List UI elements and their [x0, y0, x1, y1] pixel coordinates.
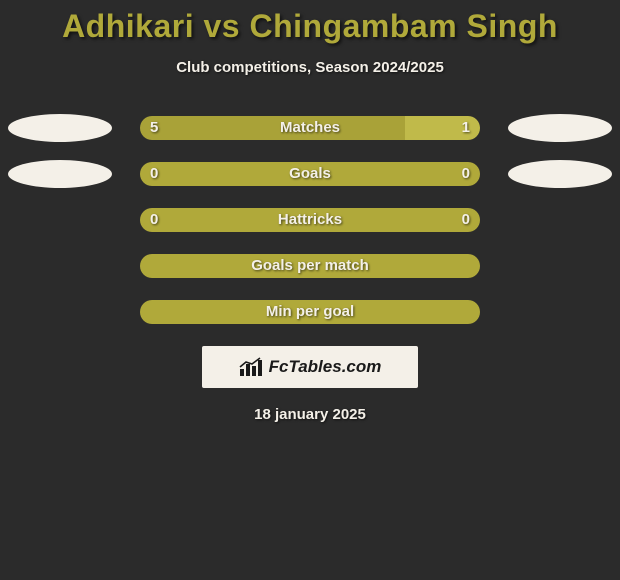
stat-value-left: 0	[150, 162, 158, 186]
stat-bar: Hattricks	[140, 208, 480, 232]
barchart-icon	[239, 357, 263, 377]
stat-bar: Goals per match	[140, 254, 480, 278]
stat-row: Hattricks0 0	[0, 208, 620, 232]
stat-value-right: 0	[462, 162, 470, 186]
stat-value-left: 5	[150, 116, 158, 140]
player-right-marker	[508, 114, 612, 142]
stat-row: Min per goal	[0, 300, 620, 324]
player-left-marker	[8, 114, 112, 142]
stat-bar-left	[140, 300, 310, 324]
page-subtitle: Club competitions, Season 2024/2025	[0, 59, 620, 76]
page-title: Adhikari vs Chingambam Singh	[0, 0, 620, 45]
stat-row: Goals0 0	[0, 162, 620, 186]
stat-bar-left	[140, 162, 310, 186]
logo-text: FcTables.com	[269, 357, 382, 377]
stat-value-right: 1	[462, 116, 470, 140]
stat-bar-left	[140, 208, 310, 232]
stat-bar-right	[310, 254, 480, 278]
stat-row: Goals per match	[0, 254, 620, 278]
stat-bar-right	[310, 208, 480, 232]
logo-box: FcTables.com	[202, 346, 418, 388]
stat-bar: Min per goal	[140, 300, 480, 324]
comparison-infographic: Adhikari vs Chingambam Singh Club compet…	[0, 0, 620, 580]
stat-row: Matches5 1	[0, 116, 620, 140]
stat-bar-right	[310, 162, 480, 186]
stat-bar-right	[310, 300, 480, 324]
stat-value-left: 0	[150, 208, 158, 232]
stat-bar: Goals	[140, 162, 480, 186]
stat-bar: Matches	[140, 116, 480, 140]
stat-rows: Matches51Goals00Hattricks00Goals per mat…	[0, 116, 620, 324]
date-label: 18 january 2025	[0, 406, 620, 423]
stat-bar-left	[140, 116, 405, 140]
stat-bar-left	[140, 254, 310, 278]
player-left-marker	[8, 160, 112, 188]
stat-value-right: 0	[462, 208, 470, 232]
player-right-marker	[508, 160, 612, 188]
